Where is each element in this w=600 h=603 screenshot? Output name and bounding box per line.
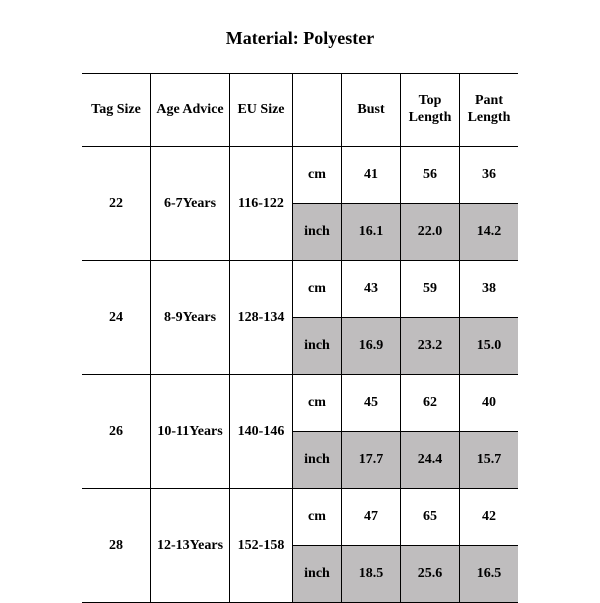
col-header-pant-length: Pant Length	[460, 74, 519, 147]
size-chart-table: Tag Size Age Advice EU Size Bust Top Len…	[82, 73, 518, 603]
col-header-age: Age Advice	[151, 74, 230, 147]
cell-top-inch: 25.6	[401, 546, 460, 603]
cell-pant-inch: 16.5	[460, 546, 519, 603]
table-row: 22 6-7Years 116-122 cm 41 56 36	[82, 147, 518, 204]
cell-age: 12-13Years	[151, 489, 230, 603]
cell-bust-cm: 43	[342, 261, 401, 318]
cell-unit-cm: cm	[293, 147, 342, 204]
col-header-pant-l1: Pant	[475, 93, 503, 108]
col-header-top-l2: Length	[409, 110, 452, 125]
page-title: Material: Polyester	[0, 0, 600, 73]
table-row: 28 12-13Years 152-158 cm 47 65 42	[82, 489, 518, 546]
col-header-top-length: Top Length	[401, 74, 460, 147]
col-header-pant-l2: Length	[468, 110, 511, 125]
cell-tag: 26	[82, 375, 151, 489]
cell-top-cm: 59	[401, 261, 460, 318]
cell-eu: 152-158	[230, 489, 293, 603]
size-chart-body: 22 6-7Years 116-122 cm 41 56 36 inch 16.…	[82, 147, 518, 603]
cell-tag: 24	[82, 261, 151, 375]
cell-bust-cm: 45	[342, 375, 401, 432]
cell-eu: 140-146	[230, 375, 293, 489]
cell-unit-inch: inch	[293, 204, 342, 261]
cell-unit-inch: inch	[293, 432, 342, 489]
cell-pant-cm: 38	[460, 261, 519, 318]
cell-bust-cm: 47	[342, 489, 401, 546]
col-header-unit	[293, 74, 342, 147]
cell-pant-inch: 15.0	[460, 318, 519, 375]
cell-unit-cm: cm	[293, 375, 342, 432]
cell-unit-cm: cm	[293, 261, 342, 318]
col-header-tag: Tag Size	[82, 74, 151, 147]
cell-unit-inch: inch	[293, 318, 342, 375]
cell-top-inch: 24.4	[401, 432, 460, 489]
cell-age: 6-7Years	[151, 147, 230, 261]
cell-bust-inch: 17.7	[342, 432, 401, 489]
table-row: 26 10-11Years 140-146 cm 45 62 40	[82, 375, 518, 432]
cell-age: 10-11Years	[151, 375, 230, 489]
cell-bust-inch: 18.5	[342, 546, 401, 603]
col-header-bust: Bust	[342, 74, 401, 147]
cell-pant-cm: 40	[460, 375, 519, 432]
cell-pant-cm: 42	[460, 489, 519, 546]
col-header-eu: EU Size	[230, 74, 293, 147]
cell-eu: 116-122	[230, 147, 293, 261]
cell-bust-inch: 16.9	[342, 318, 401, 375]
cell-top-cm: 65	[401, 489, 460, 546]
cell-bust-inch: 16.1	[342, 204, 401, 261]
cell-tag: 22	[82, 147, 151, 261]
cell-top-inch: 22.0	[401, 204, 460, 261]
cell-pant-inch: 14.2	[460, 204, 519, 261]
cell-unit-inch: inch	[293, 546, 342, 603]
col-header-top-l1: Top	[419, 93, 442, 108]
table-row: 24 8-9Years 128-134 cm 43 59 38	[82, 261, 518, 318]
cell-pant-inch: 15.7	[460, 432, 519, 489]
header-row: Tag Size Age Advice EU Size Bust Top Len…	[82, 74, 518, 147]
cell-tag: 28	[82, 489, 151, 603]
cell-unit-cm: cm	[293, 489, 342, 546]
cell-eu: 128-134	[230, 261, 293, 375]
cell-pant-cm: 36	[460, 147, 519, 204]
cell-top-cm: 62	[401, 375, 460, 432]
cell-bust-cm: 41	[342, 147, 401, 204]
cell-age: 8-9Years	[151, 261, 230, 375]
cell-top-inch: 23.2	[401, 318, 460, 375]
cell-top-cm: 56	[401, 147, 460, 204]
